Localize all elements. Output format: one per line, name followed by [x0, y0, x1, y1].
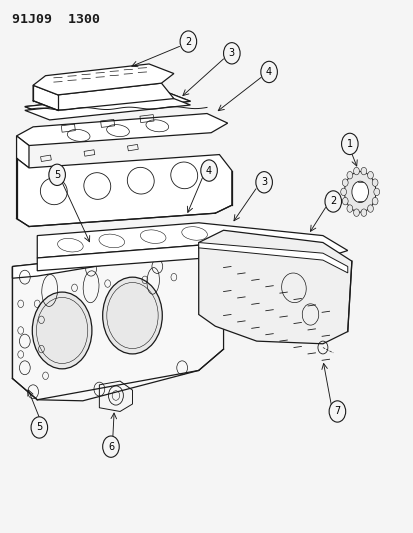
Circle shape — [342, 197, 347, 205]
Circle shape — [360, 209, 366, 216]
Circle shape — [342, 179, 347, 187]
Circle shape — [180, 31, 196, 52]
Text: 1: 1 — [346, 139, 352, 149]
Polygon shape — [12, 236, 223, 278]
Circle shape — [353, 209, 358, 216]
Polygon shape — [17, 114, 227, 146]
Polygon shape — [17, 136, 29, 168]
Text: 5: 5 — [54, 170, 60, 180]
Text: 2: 2 — [329, 197, 336, 206]
Circle shape — [346, 172, 352, 179]
Circle shape — [340, 188, 346, 196]
Circle shape — [371, 179, 377, 187]
Circle shape — [223, 43, 240, 64]
Circle shape — [255, 172, 272, 193]
Circle shape — [353, 167, 358, 175]
Polygon shape — [198, 243, 347, 273]
Circle shape — [341, 133, 357, 155]
Circle shape — [328, 401, 345, 422]
Text: 3: 3 — [228, 49, 234, 58]
Polygon shape — [25, 92, 190, 116]
Polygon shape — [25, 92, 190, 116]
Circle shape — [200, 160, 217, 181]
Circle shape — [324, 191, 341, 212]
Circle shape — [351, 181, 368, 203]
Text: 91J09  1300: 91J09 1300 — [12, 13, 100, 26]
Circle shape — [344, 172, 375, 212]
Text: 6: 6 — [108, 442, 114, 451]
Polygon shape — [37, 223, 347, 259]
Polygon shape — [33, 83, 173, 110]
Circle shape — [102, 277, 162, 354]
Circle shape — [371, 197, 377, 205]
Text: 2: 2 — [185, 37, 191, 46]
Text: 3: 3 — [261, 177, 266, 187]
Polygon shape — [25, 95, 190, 120]
Circle shape — [373, 188, 379, 196]
Circle shape — [49, 164, 65, 185]
Text: 4: 4 — [206, 166, 211, 175]
Text: 7: 7 — [333, 407, 340, 416]
Circle shape — [360, 167, 366, 175]
Polygon shape — [198, 230, 351, 344]
Circle shape — [31, 417, 47, 438]
Polygon shape — [37, 245, 347, 277]
Circle shape — [367, 205, 373, 212]
Polygon shape — [33, 64, 173, 95]
Polygon shape — [17, 155, 231, 227]
Text: 4: 4 — [266, 67, 271, 77]
Polygon shape — [12, 236, 223, 401]
Circle shape — [32, 292, 92, 369]
Circle shape — [260, 61, 277, 83]
Circle shape — [367, 172, 373, 179]
Circle shape — [102, 436, 119, 457]
Text: 5: 5 — [36, 423, 43, 432]
Circle shape — [346, 205, 352, 212]
